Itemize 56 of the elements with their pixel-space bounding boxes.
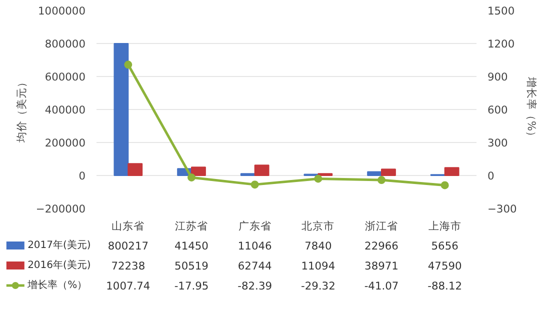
data-label: -17.95 <box>174 280 209 292</box>
data-label: 50519 <box>174 260 209 272</box>
y-tick-label: −200000 <box>36 202 86 216</box>
data-label: 11046 <box>238 240 272 252</box>
data-label: 22966 <box>364 240 399 252</box>
x-tick-label: 上海市 <box>428 220 462 232</box>
legend-label: 增长率（%） <box>26 279 88 291</box>
data-label: 38971 <box>364 260 398 272</box>
bar <box>128 163 143 176</box>
x-tick-label: 广东省 <box>238 220 272 232</box>
y-tick-label: 600000 <box>44 70 86 84</box>
legend-label: 2016年(美元) <box>28 259 91 271</box>
y-tick-label: 1000000 <box>38 4 86 18</box>
data-label: 7840 <box>304 240 332 252</box>
data-label: -88.12 <box>428 280 462 292</box>
y-tick-label: 800000 <box>44 38 86 50</box>
y2-tick-label: 1200 <box>488 38 515 50</box>
bar <box>254 164 270 176</box>
x-tick-label: 山东省 <box>112 220 145 232</box>
y2-tick-label: 300 <box>488 136 508 150</box>
y-tick-label: 200000 <box>44 136 86 150</box>
y-tick-label: 0 <box>78 170 86 182</box>
y-axis-title: 均价（美元） <box>14 76 28 144</box>
point <box>314 174 322 183</box>
point <box>378 176 386 184</box>
data-label: 11094 <box>301 260 336 272</box>
y2-axis-title: 增长率（%） <box>524 76 538 142</box>
x-tick-label: 北京市 <box>302 220 335 232</box>
data-label: -41.07 <box>364 280 399 292</box>
data-label: 800217 <box>108 240 149 252</box>
point <box>188 173 196 182</box>
data-label: 47590 <box>428 260 462 272</box>
data-label: 62744 <box>238 260 272 272</box>
y2-tick-label: 900 <box>488 70 508 84</box>
data-label: -82.39 <box>238 280 272 292</box>
data-label: 72238 <box>111 260 146 272</box>
point <box>440 181 449 190</box>
data-label: 1007.74 <box>106 280 150 292</box>
bar <box>114 42 129 176</box>
data-label: -29.32 <box>300 280 336 292</box>
legend-label: 2017年(美元) <box>28 239 91 251</box>
x-tick-label: 浙江省 <box>365 220 398 232</box>
bar <box>381 168 396 176</box>
bar <box>367 171 382 176</box>
point <box>250 180 259 189</box>
bar <box>444 167 460 176</box>
y2-tick-label: 1500 <box>488 4 515 18</box>
y-tick-label: 400000 <box>44 104 86 116</box>
point <box>124 60 132 69</box>
data-label: 5656 <box>431 240 459 252</box>
x-tick-label: 江苏省 <box>175 220 208 232</box>
bar <box>191 166 206 176</box>
y2-tick-label: −300 <box>488 202 517 216</box>
y2-tick-label: 0 <box>488 170 494 182</box>
y2-tick-label: 600 <box>488 104 508 116</box>
data-label: 41450 <box>174 240 209 252</box>
